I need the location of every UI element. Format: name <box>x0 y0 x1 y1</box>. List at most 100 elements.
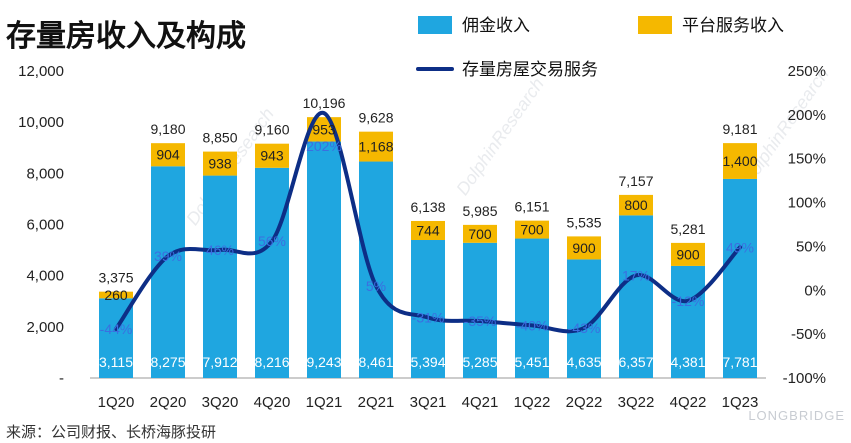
data-label-platform: 800 <box>624 197 648 213</box>
legend-label-commission: 佣金收入 <box>462 16 530 36</box>
data-label-platform: 1,400 <box>722 153 757 169</box>
data-label-platform: 938 <box>208 156 232 172</box>
watermark-1: DolphinResearch <box>452 74 548 199</box>
data-label-total: 7,157 <box>618 173 653 189</box>
data-label-pct: 49% <box>726 239 754 255</box>
legend: 佣金收入 平台服务收入 存量房屋交易服务 <box>416 16 784 80</box>
legend-label-platform: 平台服务收入 <box>682 16 784 36</box>
bar-commission <box>723 178 757 378</box>
right-tick-label: -50% <box>791 326 826 343</box>
data-label-total: 9,628 <box>358 110 393 126</box>
bar-commission <box>151 166 185 378</box>
legend-swatch-platform <box>638 16 672 34</box>
data-label-pct: 5% <box>366 278 386 294</box>
right-tick-label: -100% <box>783 370 826 387</box>
x-tick-label: 1Q20 <box>98 394 135 411</box>
chart-title: 存量房收入及构成 <box>6 19 246 54</box>
data-label-commission: 5,394 <box>410 354 445 370</box>
data-label-platform: 744 <box>416 222 440 238</box>
right-tick-label: 250% <box>788 63 826 80</box>
bar-commission <box>203 175 237 378</box>
right-tick-label: 50% <box>796 238 826 255</box>
data-label-platform: 900 <box>676 246 700 262</box>
left-tick-label: 4,000 <box>26 268 64 285</box>
x-tick-label: 3Q20 <box>202 394 239 411</box>
bar-platform <box>463 224 497 243</box>
line-layer <box>114 111 742 334</box>
left-tick-label: - <box>59 370 64 387</box>
x-tick-label: 2Q22 <box>566 394 603 411</box>
watermark-text: DolphinResearch <box>452 74 548 199</box>
bar-commission <box>255 167 289 378</box>
data-label-pct: -40% <box>516 317 549 333</box>
data-label-total: 5,535 <box>566 214 601 230</box>
data-label-total: 6,138 <box>410 199 445 215</box>
data-label-commission: 8,216 <box>254 354 289 370</box>
x-tick-label: 2Q20 <box>150 394 187 411</box>
x-tick-label: 1Q22 <box>514 394 551 411</box>
data-label-total: 5,985 <box>462 203 497 219</box>
data-label-total: 5,281 <box>670 221 705 237</box>
source-note: 来源：公司财报、长桥海豚投研 <box>6 423 216 441</box>
data-label-commission: 7,781 <box>722 354 757 370</box>
data-label-commission: 8,275 <box>150 354 185 370</box>
bar-commission <box>515 238 549 378</box>
data-label-platform: 943 <box>260 148 284 164</box>
x-tick-label: 4Q21 <box>462 394 499 411</box>
bar-platform <box>151 143 185 167</box>
data-label-platform: 260 <box>104 287 128 303</box>
bar-commission <box>463 242 497 378</box>
data-label-commission: 5,451 <box>514 354 549 370</box>
bar-platform <box>359 131 393 162</box>
data-label-commission: 9,243 <box>306 354 341 370</box>
bar-platform <box>515 220 549 239</box>
data-label-pct: 56% <box>258 233 286 249</box>
data-label-commission: 3,115 <box>99 354 133 370</box>
x-tick-label: 2Q21 <box>358 394 395 411</box>
data-label-pct: 46% <box>206 242 234 258</box>
left-tick-label: 12,000 <box>18 63 64 80</box>
right-tick-label: 100% <box>788 195 826 212</box>
axes: - 2,000 4,000 6,000 8,000 10,000 12,000 -100% -5… <box>18 63 826 411</box>
bar-platform <box>255 143 289 168</box>
right-tick-label: 150% <box>788 151 826 168</box>
data-label-pct: -31% <box>412 309 445 325</box>
x-tick-label: 3Q21 <box>410 394 447 411</box>
data-label-pct: -44% <box>100 321 133 337</box>
data-label-pct: 39% <box>154 248 182 264</box>
legend-swatch-commission <box>418 16 452 34</box>
data-label-commission: 7,912 <box>202 354 237 370</box>
x-tick-label: 1Q23 <box>722 394 759 411</box>
data-label-total: 9,181 <box>722 121 757 137</box>
data-label-commission: 4,381 <box>670 354 705 370</box>
data-label-commission: 6,357 <box>618 354 653 370</box>
brand-mark: LONGBRIDGE <box>748 408 845 423</box>
left-tick-label: 2,000 <box>26 319 64 336</box>
data-label-total: 9,180 <box>150 121 185 137</box>
left-tick-label: 10,000 <box>18 114 64 131</box>
bar-commission <box>359 161 393 378</box>
bar-platform <box>619 194 653 216</box>
data-label-platform: 904 <box>156 147 180 163</box>
data-label-pct: 17% <box>622 267 650 283</box>
right-tick-label: 0% <box>804 282 826 299</box>
bar-platform <box>567 236 601 260</box>
data-label-total: 10,196 <box>303 95 346 111</box>
left-tick-label: 8,000 <box>26 165 64 182</box>
data-label-pct: -43% <box>568 320 601 336</box>
data-label-total: 8,850 <box>202 130 237 146</box>
data-label-commission: 4,635 <box>566 354 601 370</box>
x-tick-label: 4Q22 <box>670 394 707 411</box>
data-label-platform: 700 <box>468 226 492 242</box>
bar-commission <box>671 265 705 378</box>
data-label-total: 6,151 <box>514 199 549 215</box>
data-label-pct: 202% <box>306 138 342 154</box>
data-label-platform: 900 <box>572 240 596 256</box>
data-label-commission: 5,285 <box>462 354 497 370</box>
bar-platform <box>99 291 133 299</box>
bar-platform <box>411 220 445 241</box>
bar-commission <box>411 240 445 378</box>
bar-platform <box>203 151 237 176</box>
data-label-pct: -35% <box>464 313 497 329</box>
